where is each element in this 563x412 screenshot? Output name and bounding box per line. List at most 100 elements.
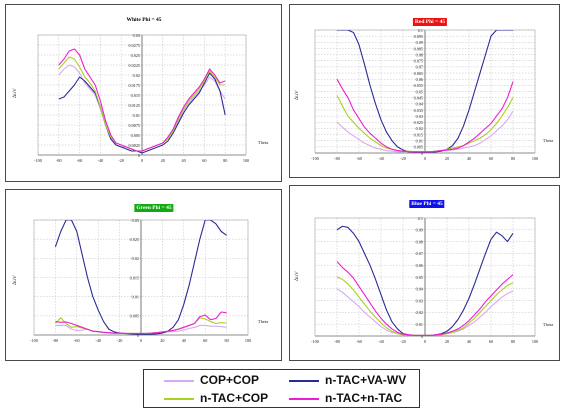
x-axis-label: Theta: [543, 322, 553, 327]
x-tick-label: -40: [95, 338, 101, 343]
x-tick-label: 60: [202, 158, 206, 163]
y-tick-label: 0.06: [416, 263, 423, 268]
y-tick-label: 0.045: [414, 95, 423, 100]
y-tick-label: 0.065: [414, 71, 423, 76]
y-tick-label: 0.01: [416, 139, 423, 144]
x-tick-label: -60: [356, 339, 362, 344]
y-tick-label: 0.04: [416, 287, 424, 292]
legend-item-ntac-ntac: n-TAC+n-TAC: [289, 390, 419, 406]
x-tick-label: -100: [34, 158, 42, 163]
y-tick-label: 0: [421, 151, 423, 156]
y-tick-label: 0.03: [133, 33, 140, 38]
plot-frame: [33, 219, 249, 336]
y-tick-label: 0.0225: [128, 63, 140, 68]
y-tick-label: 0.08: [416, 52, 423, 57]
legend-swatch-ntac-vawv: [289, 380, 319, 382]
y-axis-label: Δu'v': [295, 90, 300, 100]
y-axis-label: Δu'v': [13, 275, 18, 285]
y-tick-label: 0.06: [416, 77, 423, 82]
x-axis-label: Theta: [258, 140, 268, 145]
y-tick-label: 0: [421, 334, 423, 339]
plot-frame: [314, 29, 536, 154]
series-line-n-tac-va-wv: [337, 30, 513, 153]
x-tick-label: -60: [356, 156, 362, 161]
y-tick-label: 0.015: [414, 132, 423, 137]
y-tick-label: 0.02: [416, 126, 423, 131]
legend-swatch-ntac-ntac: [289, 398, 319, 400]
x-tick-label: -60: [74, 338, 80, 343]
y-tick-label: 0.01: [132, 294, 139, 299]
chart-legend: COP+COP n-TAC+VA-WV n-TAC+COP n-TAC+n-TA…: [143, 369, 420, 408]
y-tick-label: 0.0125: [128, 103, 140, 108]
x-tick-label: 0: [424, 156, 426, 161]
x-tick-label: -80: [53, 338, 59, 343]
x-tick-label: 40: [467, 339, 471, 344]
y-axis-label: Δu'v': [295, 271, 300, 281]
y-tick-label: 0.015: [131, 93, 140, 98]
x-tick-label: -80: [56, 158, 62, 163]
legend-label-ntac-vawv: n-TAC+VA-WV: [325, 373, 407, 387]
y-tick-label: 0.02: [416, 310, 423, 315]
x-tick-label: 40: [182, 158, 186, 163]
x-tick-label: -100: [30, 338, 38, 343]
legend-item-ntac-vawv: n-TAC+VA-WV: [289, 372, 419, 388]
x-tick-label: 40: [182, 338, 186, 343]
y-tick-label: 0.025: [131, 53, 140, 58]
chart-title-red: Red Phi = 45: [412, 18, 448, 26]
chart-panel-red: 0 0.005 0.01 0.015 0.02 0.025 0.03 0.035 0.04 0.0…: [289, 4, 560, 178]
series-line-n-tac-n-tac: [336, 78, 514, 153]
legend-label-ntac-ntac: n-TAC+n-TAC: [325, 391, 403, 405]
x-tick-label: 20: [160, 338, 164, 343]
y-tick-label: 0.0175: [128, 83, 140, 88]
chart-plot-blue: 0 0.01 0.02 0.03 0.04 0.05 0.06 0.07 0.08 0.09 0.1…: [295, 216, 553, 344]
x-tick-label: 100: [532, 156, 538, 161]
y-axis-label: Δu'v': [13, 88, 18, 98]
x-axis-label: Theta: [543, 138, 553, 143]
y-tick-label: 0.09: [416, 228, 423, 233]
x-tick-label: 100: [532, 339, 538, 344]
legend-label-ntac-cop: n-TAC+COP: [200, 391, 269, 405]
x-tick-label: -20: [400, 156, 406, 161]
y-tick-label: 0.055: [414, 83, 423, 88]
plot-frame: [37, 34, 247, 156]
y-tick-label: 0.01: [416, 322, 423, 327]
x-tick-label: 60: [489, 339, 493, 344]
y-tick-label: 0.025: [130, 237, 139, 242]
legend-swatch-ntac-cop: [164, 398, 194, 400]
y-tick-label: 0.03: [416, 114, 423, 119]
y-tick-label: 0.05: [416, 275, 423, 280]
x-tick-label: 100: [243, 158, 249, 163]
y-tick-label: 0.095: [414, 34, 423, 39]
x-tick-label: -20: [118, 158, 124, 163]
chart-panel-white: 0 0.0025 0.005 0.0075 0.01 0.0125 0.015 0.0175 0…: [5, 4, 282, 182]
y-tick-label: 0: [138, 153, 140, 158]
y-tick-label: 0.1: [418, 28, 423, 33]
x-tick-label: -100: [311, 339, 319, 344]
plot-frame: [314, 217, 536, 337]
y-tick-label: 0.01: [133, 113, 140, 118]
y-tick-label: 0.03: [416, 298, 423, 303]
y-tick-label: 0.0025: [128, 143, 140, 148]
series-line-n-tac-n-tac: [58, 48, 226, 152]
y-tick-label: 0.02: [133, 73, 140, 78]
chart-panel-green: 0 0.005 0.01 0.015 0.02 0.025 0.03 -100 -80 -60 -4…: [5, 189, 282, 361]
x-tick-label: 80: [511, 339, 515, 344]
y-tick-label: 0.015: [130, 275, 139, 280]
x-tick-label: 60: [489, 156, 493, 161]
x-tick-label: 60: [203, 338, 207, 343]
chart-panel-blue: 0 0.01 0.02 0.03 0.04 0.05 0.06 0.07 0.08 0.09 0.1…: [289, 185, 560, 361]
y-tick-label: 0: [137, 333, 139, 338]
x-tick-label: 20: [445, 339, 449, 344]
x-tick-label: 20: [161, 158, 165, 163]
chart-title-white: White Phi = 45: [124, 16, 164, 24]
y-tick-label: 0.005: [414, 145, 423, 150]
x-tick-label: -100: [311, 156, 319, 161]
x-tick-label: 100: [245, 338, 251, 343]
x-tick-label: 20: [445, 156, 449, 161]
series-line-n-tac-n-tac: [336, 261, 514, 336]
x-tick-label: -80: [334, 339, 340, 344]
x-tick-label: -60: [77, 158, 83, 163]
legend-item-cop-cop: COP+COP: [164, 372, 284, 388]
y-tick-label: 0.0275: [128, 43, 140, 48]
legend-swatch-cop-cop: [164, 380, 194, 382]
